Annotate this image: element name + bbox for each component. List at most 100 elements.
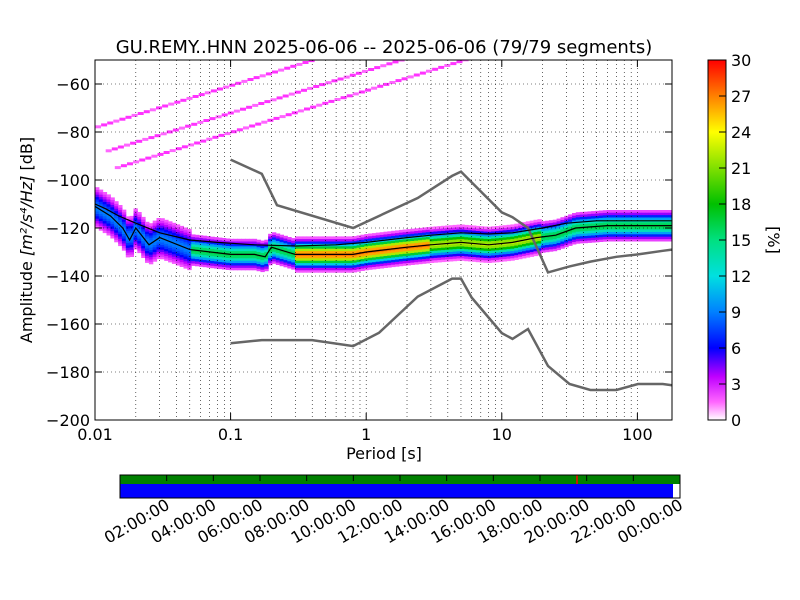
heat-cell — [283, 247, 288, 251]
heat-cell — [171, 225, 177, 228]
heat-cell — [202, 262, 208, 265]
heat-cell — [433, 248, 438, 251]
heat-cell — [418, 237, 423, 241]
heat-cell — [402, 234, 408, 237]
heat-cell — [183, 256, 188, 259]
heat-cell — [256, 246, 261, 250]
heat-cell — [391, 254, 396, 258]
heat-cell — [460, 258, 465, 261]
heat-cell — [641, 214, 646, 218]
harmonic-band-cell — [308, 60, 315, 63]
heat-cell — [518, 234, 523, 238]
heat-cell — [587, 240, 592, 243]
heat-cell — [295, 243, 300, 247]
heat-cell — [252, 267, 258, 271]
grid-lines — [95, 60, 672, 420]
heat-cell — [225, 255, 231, 258]
heat-cell — [402, 229, 408, 233]
heat-cell — [95, 201, 100, 205]
heat-cell — [171, 249, 177, 252]
heat-cell — [302, 238, 308, 242]
heat-cell — [114, 210, 119, 214]
heat-cell — [248, 248, 254, 252]
harmonic-band-cell — [107, 121, 114, 125]
heat-cell — [625, 222, 631, 225]
heat-cell — [337, 238, 342, 242]
heat-cell — [368, 235, 373, 239]
heat-cell — [464, 246, 469, 250]
heat-cell — [579, 238, 585, 241]
heat-cell — [437, 252, 442, 256]
heat-cell — [533, 224, 538, 228]
heat-cell — [506, 248, 511, 252]
heat-cell — [121, 243, 127, 246]
heat-cell — [456, 229, 461, 233]
heat-cell — [152, 242, 158, 245]
heat-cell — [441, 252, 446, 255]
heat-cell — [429, 257, 435, 261]
heat-cell — [418, 247, 423, 250]
heat-cell — [410, 228, 415, 232]
heat-cell — [245, 267, 250, 271]
heat-cell — [306, 243, 311, 247]
heat-cell — [379, 253, 385, 257]
heat-cell — [510, 248, 515, 252]
heat-cell — [464, 251, 469, 254]
heat-cell — [256, 261, 261, 264]
heat-cell — [229, 262, 234, 266]
heat-cell — [283, 257, 288, 261]
heat-cell — [145, 253, 150, 256]
heat-cell — [502, 246, 508, 250]
heat-cell — [271, 241, 277, 245]
heat-cell — [475, 259, 481, 263]
heat-cell — [656, 222, 661, 225]
heat-cell — [514, 223, 519, 227]
heat-cell — [141, 240, 146, 244]
heat-cell — [364, 262, 369, 266]
heat-cell — [345, 270, 350, 273]
heat-cell — [483, 238, 488, 242]
heat-cell — [341, 236, 346, 240]
heat-cell — [202, 257, 208, 260]
heat-cell — [410, 240, 415, 244]
heat-cell — [368, 257, 373, 261]
heat-cell — [506, 234, 511, 238]
heat-cell — [495, 259, 500, 263]
y-axis-label-units: [m²/s⁴/Hz] — [17, 176, 36, 256]
heat-cell — [160, 254, 165, 257]
heat-cell — [368, 243, 373, 246]
heat-cell — [468, 246, 473, 250]
heat-cell — [310, 267, 315, 271]
harmonic-band-cell — [377, 84, 384, 88]
heat-cell — [248, 260, 254, 264]
heat-cell — [291, 247, 296, 251]
heat-cell — [498, 230, 504, 234]
heat-cell — [595, 215, 600, 219]
heat-cell — [98, 216, 104, 219]
heat-cell — [622, 236, 627, 240]
heat-cell — [106, 216, 111, 219]
heat-cell — [356, 254, 361, 258]
heat-cell — [541, 242, 546, 246]
heat-cell — [556, 237, 561, 241]
heat-cell — [495, 226, 500, 229]
heat-cell — [622, 212, 627, 216]
harmonic-band-cell — [243, 126, 249, 130]
harmonic-band-cell — [209, 117, 216, 121]
heat-cell — [325, 270, 331, 273]
heat-cell — [345, 250, 350, 254]
heat-cell — [487, 226, 492, 230]
harmonic-band-cell — [282, 94, 289, 98]
heat-cell — [495, 250, 500, 253]
heat-cell — [314, 248, 319, 252]
heat-cell — [572, 217, 577, 221]
heat-cell — [575, 224, 581, 227]
heat-cell — [206, 248, 211, 251]
heat-cell — [245, 248, 250, 252]
heat-cell — [225, 240, 231, 244]
heat-cell — [102, 228, 108, 231]
heat-cell — [183, 244, 188, 247]
heat-cell — [483, 245, 488, 249]
heat-cell — [564, 242, 569, 245]
heat-cell — [175, 258, 181, 261]
